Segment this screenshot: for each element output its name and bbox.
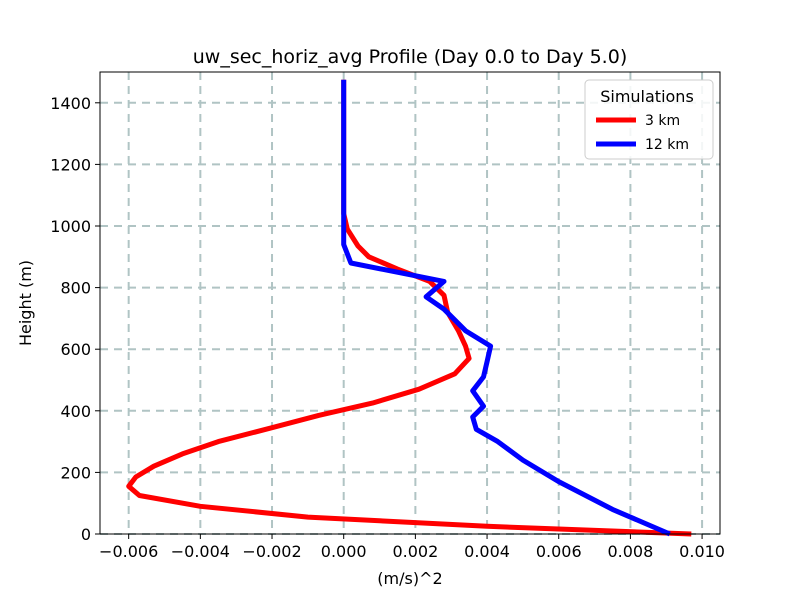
- series-layer: [126, 79, 692, 537]
- legend: Simulations 3 km 12 km: [584, 79, 714, 160]
- x-tick-label: −0.002: [242, 542, 301, 561]
- y-tick-label: 800: [60, 279, 91, 298]
- legend-title: Simulations: [600, 87, 694, 106]
- y-tick-label: 600: [60, 340, 91, 359]
- x-tick-label: 0.000: [321, 542, 367, 561]
- x-tick-label: −0.004: [171, 542, 230, 561]
- tick-layer: −0.006 −0.004 −0.002 0.000 0.002 0.004 0.006 0.…: [50, 94, 725, 561]
- x-axis-label: (m/s)^2: [377, 569, 442, 588]
- legend-label-3km: 3 km: [645, 113, 680, 129]
- x-tick-label: 0.002: [392, 542, 438, 561]
- legend-box: [584, 79, 714, 160]
- plot-area-frame: [99, 71, 721, 535]
- y-tick-label: 0: [81, 525, 91, 544]
- y-tick-label: 1200: [50, 155, 91, 174]
- y-tick-label: 1000: [50, 217, 91, 236]
- y-tick-label: 400: [60, 402, 91, 421]
- legend-label-12km: 12 km: [645, 137, 689, 153]
- y-tick-label: 200: [60, 463, 91, 482]
- series-line-12km: [341, 79, 671, 537]
- y-axis-label: Height (m): [16, 260, 35, 346]
- y-tick-label: 1400: [50, 94, 91, 113]
- x-tick-label: −0.006: [99, 542, 158, 561]
- x-tick-label: 0.008: [607, 542, 653, 561]
- x-tick-label: 0.010: [679, 542, 725, 561]
- x-tick-label: 0.006: [536, 542, 582, 561]
- chart-title: uw_sec_horiz_avg Profile (Day 0.0 to Day…: [193, 46, 627, 68]
- x-tick-label: 0.004: [464, 542, 510, 561]
